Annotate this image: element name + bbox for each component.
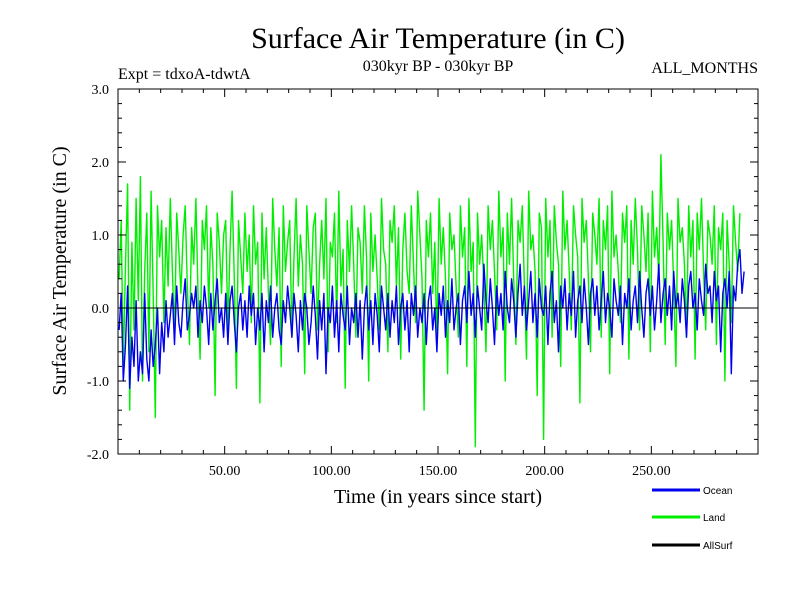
x-tick-label: 150.00 [419, 464, 458, 479]
y-tick-label: 2.0 [92, 156, 110, 171]
y-tick-label: 1.0 [92, 229, 110, 244]
y-axis-label: Surface Air Temperature (in C) [49, 146, 71, 395]
x-axis-label: Time (in years since start) [334, 486, 542, 508]
y-tick-label: -1.0 [87, 375, 109, 390]
period-label: 030kyr BP - 030kyr BP [363, 58, 514, 75]
x-tick-label: 100.00 [312, 464, 351, 479]
x-tick-label: 50.00 [209, 464, 241, 479]
y-tick-label: 3.0 [92, 83, 110, 98]
legend: Ocean Land AllSurf [652, 486, 733, 552]
x-tick-label: 250.00 [632, 464, 671, 479]
months-label: ALL_MONTHS [651, 60, 758, 77]
legend-label-land: Land [703, 513, 725, 524]
legend-label-ocean: Ocean [703, 486, 732, 497]
experiment-label: Expt = tdxoA-tdwtA [118, 66, 251, 83]
x-tick-label: 200.00 [525, 464, 564, 479]
y-tick-label: -2.0 [87, 448, 109, 463]
legend-label-allsurf: AllSurf [703, 541, 733, 552]
plot-layer [118, 153, 758, 448]
chart-title: Surface Air Temperature (in C) [251, 22, 625, 55]
y-tick-label: 0.0 [92, 302, 110, 317]
series-line-land [118, 153, 741, 448]
tick-layer: 50.00 100.00 150.00 200.00 250.00 -2.0 -1.0 0.0… [87, 83, 758, 479]
